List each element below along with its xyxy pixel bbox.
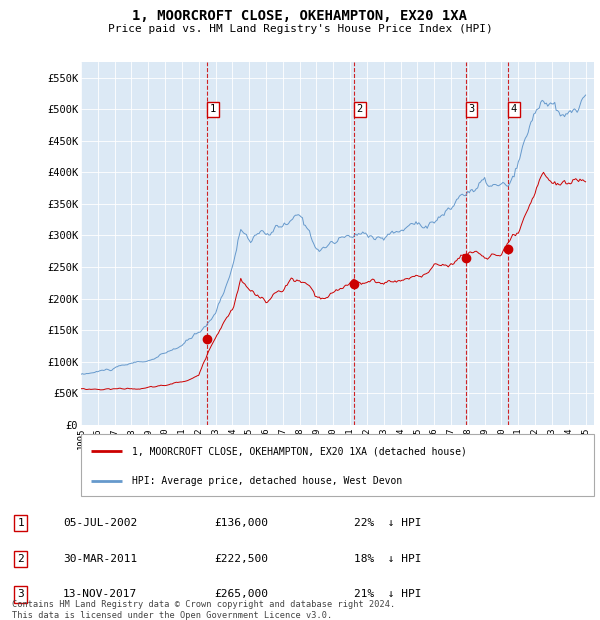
Text: 1: 1 [210,104,216,114]
Text: £136,000: £136,000 [214,518,268,528]
Text: Contains HM Land Registry data © Crown copyright and database right 2024.
This d: Contains HM Land Registry data © Crown c… [12,600,395,619]
Text: 05-JUL-2002: 05-JUL-2002 [63,518,137,528]
Text: £265,000: £265,000 [214,590,268,600]
Text: 3: 3 [17,590,24,600]
Text: 1, MOORCROFT CLOSE, OKEHAMPTON, EX20 1XA: 1, MOORCROFT CLOSE, OKEHAMPTON, EX20 1XA [133,9,467,24]
Text: 30-MAR-2011: 30-MAR-2011 [63,554,137,564]
Text: 4: 4 [511,104,517,114]
Text: 1, MOORCROFT CLOSE, OKEHAMPTON, EX20 1XA (detached house): 1, MOORCROFT CLOSE, OKEHAMPTON, EX20 1XA… [133,446,467,456]
Text: HPI: Average price, detached house, West Devon: HPI: Average price, detached house, West… [133,476,403,485]
Text: 2: 2 [356,104,363,114]
Text: 3: 3 [468,104,475,114]
Text: Price paid vs. HM Land Registry's House Price Index (HPI): Price paid vs. HM Land Registry's House … [107,24,493,33]
Text: 18%  ↓ HPI: 18% ↓ HPI [355,554,422,564]
Text: 22%  ↓ HPI: 22% ↓ HPI [355,518,422,528]
Text: 1: 1 [17,518,24,528]
Text: £222,500: £222,500 [214,554,268,564]
Text: 21%  ↓ HPI: 21% ↓ HPI [355,590,422,600]
Text: 2: 2 [17,554,24,564]
Text: 13-NOV-2017: 13-NOV-2017 [63,590,137,600]
